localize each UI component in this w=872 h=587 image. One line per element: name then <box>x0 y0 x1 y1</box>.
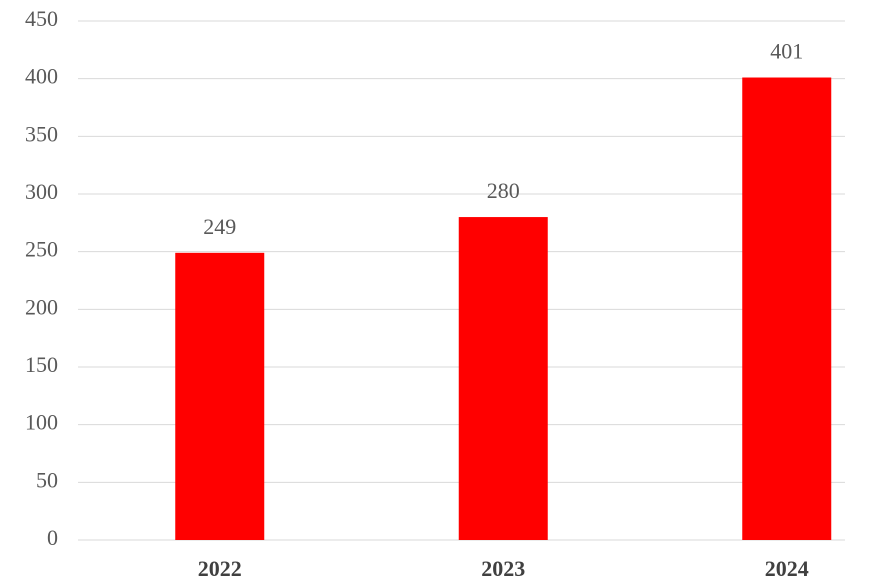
data-label: 249 <box>203 214 236 239</box>
x-tick-label: 2022 <box>198 556 242 581</box>
y-tick-label: 450 <box>25 6 58 31</box>
y-tick-label: 50 <box>36 467 58 492</box>
y-tick-label: 400 <box>25 64 58 89</box>
x-tick-label: 2024 <box>765 556 809 581</box>
data-label: 401 <box>770 39 803 64</box>
bar <box>175 252 265 540</box>
y-tick-label: 300 <box>25 179 58 204</box>
y-tick-label: 0 <box>47 525 58 550</box>
x-tick-label: 2023 <box>481 556 525 581</box>
y-tick-label: 100 <box>25 410 58 435</box>
y-tick-label: 350 <box>25 121 58 146</box>
y-tick-label: 200 <box>25 294 58 319</box>
bar <box>742 77 832 540</box>
y-tick-label: 250 <box>25 237 58 262</box>
bar <box>458 217 548 541</box>
y-tick-label: 150 <box>25 352 58 377</box>
data-label: 280 <box>487 178 520 203</box>
